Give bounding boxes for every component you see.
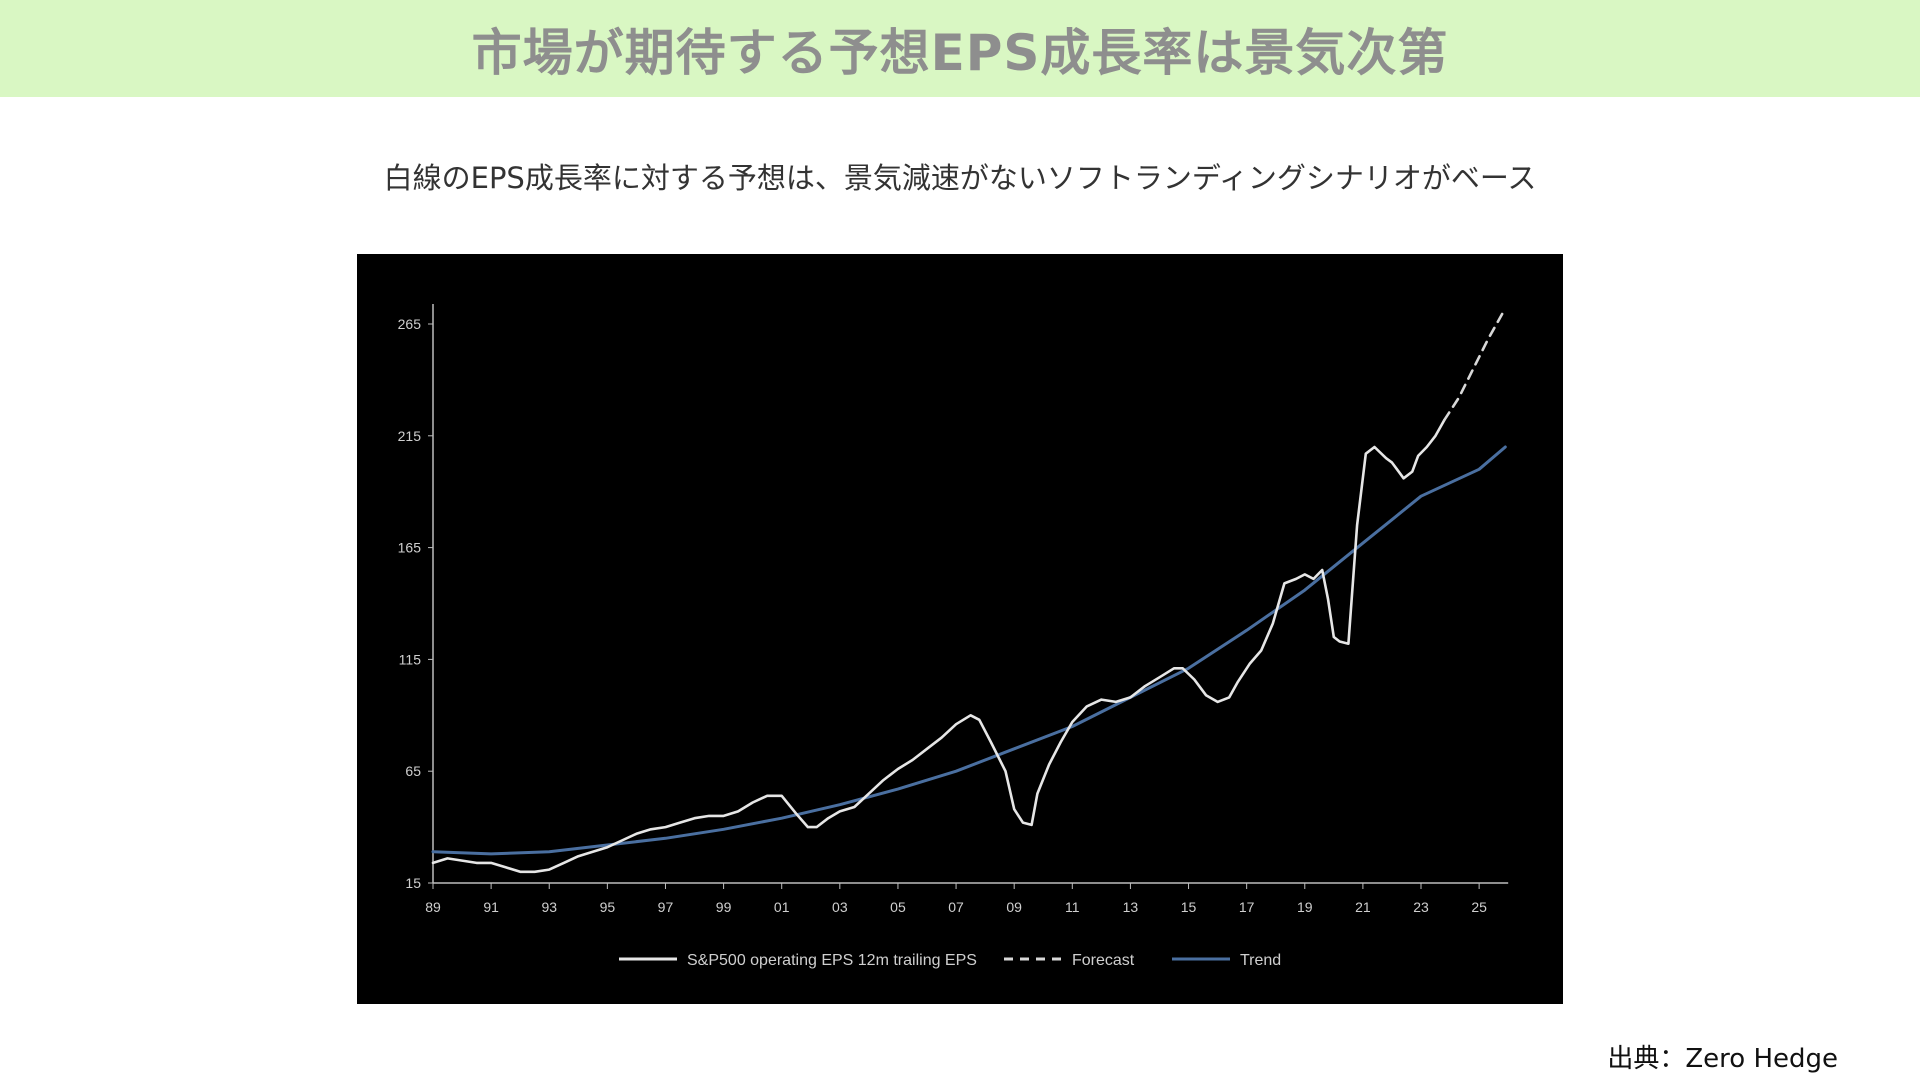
y-tick-label: 165 bbox=[398, 540, 422, 556]
legend-label-trend: Trend bbox=[1240, 952, 1281, 969]
y-tick-label: 265 bbox=[398, 316, 422, 332]
x-tick-label: 95 bbox=[600, 899, 616, 915]
x-tick-label: 25 bbox=[1471, 899, 1487, 915]
x-tick-label: 05 bbox=[890, 899, 906, 915]
x-tick-label: 13 bbox=[1123, 899, 1139, 915]
x-tick-label: 03 bbox=[832, 899, 848, 915]
legend-label-actual: S&P500 operating EPS 12m trailing EPS bbox=[687, 952, 977, 969]
source-credit: 出典：Zero Hedge bbox=[1607, 1044, 1838, 1074]
series-line-forecast bbox=[1443, 307, 1507, 422]
x-tick-label: 89 bbox=[425, 899, 441, 915]
y-tick-label: 115 bbox=[399, 651, 422, 667]
series-line-actual bbox=[431, 418, 1446, 874]
y-tick-label: 215 bbox=[398, 428, 422, 444]
legend-label-forecast: Forecast bbox=[1072, 952, 1135, 969]
series-line-trend bbox=[431, 445, 1507, 856]
series-layer bbox=[431, 307, 1507, 874]
x-tick-label: 15 bbox=[1181, 899, 1197, 915]
x-tick-label: 09 bbox=[1006, 899, 1022, 915]
chart-subtitle: 白線のEPS成長率に対する予想は、景気減速がないソフトランディングシナリオがベー… bbox=[383, 161, 1537, 195]
x-tick-label: 93 bbox=[541, 899, 557, 915]
x-tick-label: 97 bbox=[658, 899, 674, 915]
legend: S&P500 operating EPS 12m trailing EPS For… bbox=[619, 952, 1281, 969]
y-tick-label: 65 bbox=[405, 763, 421, 779]
x-tick-label: 99 bbox=[716, 899, 732, 915]
x-tick-label: 91 bbox=[483, 899, 499, 915]
x-tick-label: 21 bbox=[1355, 899, 1371, 915]
axes: 15 65 115 165 215 265 89 91 93 95 97 99 01 03 05 07 09 11… bbox=[398, 304, 1509, 915]
x-tick-label: 23 bbox=[1413, 899, 1429, 915]
x-tick-label: 11 bbox=[1065, 899, 1080, 915]
x-tick-label: 01 bbox=[774, 899, 790, 915]
title-banner: 市場が期待する予想EPS成長率は景気次第 bbox=[0, 0, 1920, 97]
x-tick-label: 17 bbox=[1239, 899, 1255, 915]
x-tick-label: 07 bbox=[948, 899, 964, 915]
x-tick-label: 19 bbox=[1297, 899, 1313, 915]
chart-svg: 15 65 115 165 215 265 89 91 93 95 97 99 01 03 05 07 09 11… bbox=[398, 304, 1509, 969]
y-tick-label: 15 bbox=[405, 875, 421, 891]
eps-chart: 15 65 115 165 215 265 89 91 93 95 97 99 01 03 05 07 09 11… bbox=[357, 254, 1563, 1004]
page-title: 市場が期待する予想EPS成長率は景気次第 bbox=[471, 23, 1449, 82]
